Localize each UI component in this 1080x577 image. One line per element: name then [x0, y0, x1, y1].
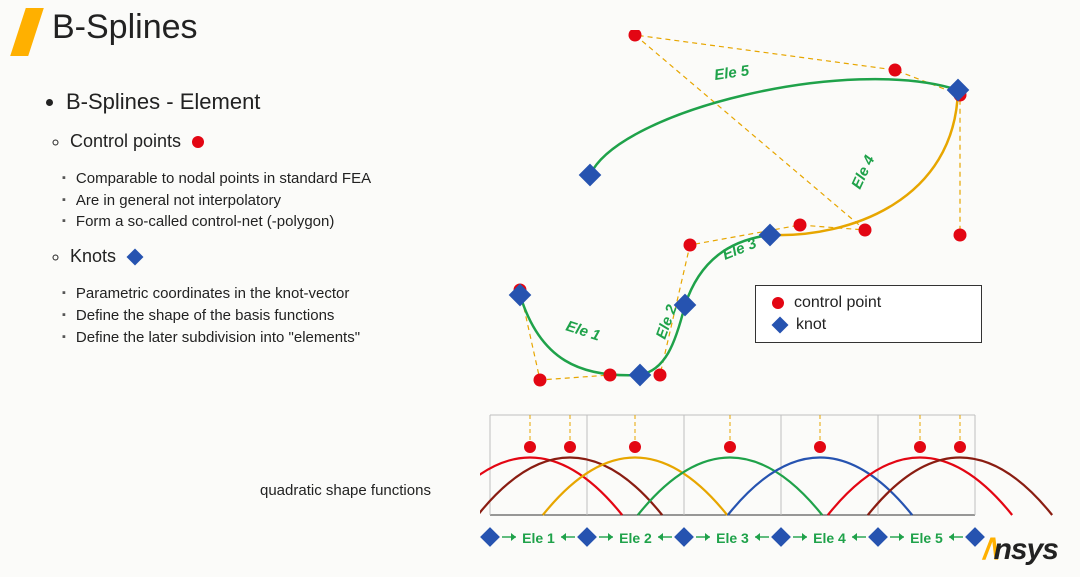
- section-heading: B-Splines - Element: [66, 86, 480, 118]
- bullet-item: Parametric coordinates in the knot-vecto…: [62, 283, 480, 305]
- svg-text:Ele 5: Ele 5: [713, 62, 751, 84]
- ansys-logo: /\nsys: [983, 533, 1058, 567]
- bullet-item: Comparable to nodal points in standard F…: [62, 168, 480, 190]
- svg-text:Ele 1: Ele 1: [522, 530, 555, 546]
- svg-text:Ele 5: Ele 5: [910, 530, 943, 546]
- cp-bullet-list: Comparable to nodal points in standard F…: [40, 168, 480, 233]
- svg-text:Ele 1: Ele 1: [564, 318, 603, 345]
- knot-bullet-list: Parametric coordinates in the knot-vecto…: [40, 283, 480, 348]
- shape-fn-caption: quadratic shape functions: [260, 482, 431, 499]
- knots-heading: Knots: [70, 243, 480, 269]
- svg-text:Ele 3: Ele 3: [716, 530, 749, 546]
- bullet-item: Form a so-called control-net (-polygon): [62, 211, 480, 233]
- bullet-item: Define the shape of the basis functions: [62, 305, 480, 327]
- legend-row-knot: knot: [766, 314, 971, 336]
- red-dot-icon: [192, 136, 204, 148]
- red-dot-icon: [772, 297, 784, 309]
- blue-diamond-icon: [127, 249, 144, 266]
- text-body: B-Splines - Element Control points Compa…: [40, 80, 480, 359]
- cp-heading: Control points: [70, 128, 480, 154]
- accent-bar: [10, 8, 44, 56]
- slide-title: B-Splines: [52, 8, 198, 47]
- bullet-item: Are in general not interpolatory: [62, 190, 480, 212]
- svg-text:Ele 2: Ele 2: [619, 530, 652, 546]
- svg-text:Ele 4: Ele 4: [813, 530, 846, 546]
- legend-row-cp: control point: [766, 292, 971, 314]
- blue-diamond-icon: [772, 317, 789, 334]
- bullet-item: Define the later subdivision into "eleme…: [62, 327, 480, 349]
- svg-text:Ele 4: Ele 4: [848, 152, 878, 192]
- legend-box: control point knot: [755, 285, 982, 343]
